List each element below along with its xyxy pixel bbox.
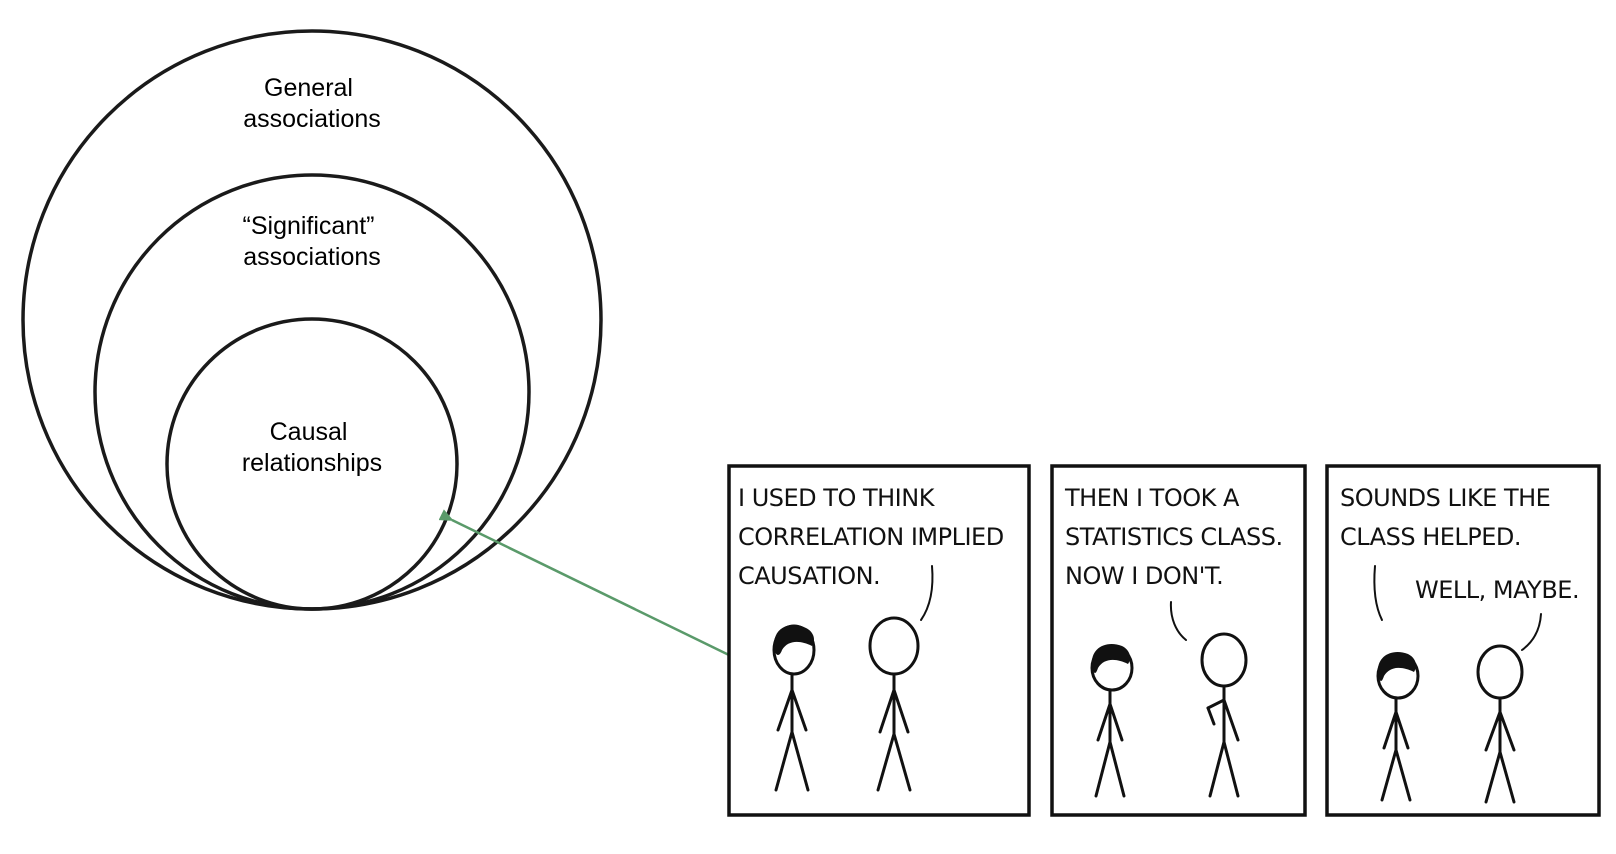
panel-1-woman-figure bbox=[772, 624, 816, 792]
panel-3-woman-figure bbox=[1376, 652, 1420, 802]
connector-arrow bbox=[438, 509, 732, 658]
woman-hair bbox=[1377, 652, 1416, 681]
panel-3-line1: SOUNDS LIKE THE bbox=[1340, 484, 1550, 512]
significant-associations-circle bbox=[93, 173, 531, 611]
panel-2-caption: THEN I TOOK A STATISTICS CLASS. NOW I DO… bbox=[1064, 484, 1290, 590]
significant-associations-label: “Significant” associations bbox=[243, 212, 382, 271]
panel-3-reply: WELL, MAYBE. bbox=[1415, 576, 1579, 604]
panel-3-speech-tail-right bbox=[1521, 613, 1542, 651]
general-label-line1: General bbox=[264, 74, 353, 102]
comic-panel-1: I USED TO THINK CORRELATION IMPLIED CAUS… bbox=[727, 464, 1031, 817]
panel-1-line1: I USED TO THINK bbox=[738, 484, 936, 512]
causal-relationships-circle bbox=[165, 317, 459, 611]
general-associations-label: General associations bbox=[243, 74, 381, 133]
panel-2-line1: THEN I TOOK A bbox=[1064, 484, 1240, 512]
panel-1-line3: CAUSATION. bbox=[738, 562, 880, 590]
panel-1-line2: CORRELATION IMPLIED bbox=[738, 523, 1004, 551]
causal-label-line1: Causal bbox=[270, 418, 348, 446]
significant-label-line2: associations bbox=[243, 243, 381, 271]
causal-relationships-label: Causal relationships bbox=[242, 418, 382, 477]
panel-1-speech-tail bbox=[920, 565, 934, 621]
panel-1-caption: I USED TO THINK CORRELATION IMPLIED CAUS… bbox=[738, 484, 1011, 590]
significant-label-line1: “Significant” bbox=[243, 212, 375, 240]
comic-strip: I USED TO THINK CORRELATION IMPLIED CAUS… bbox=[727, 464, 1601, 817]
panel-3-line2: CLASS HELPED. bbox=[1340, 523, 1521, 551]
panel-2-man-figure bbox=[1200, 632, 1248, 798]
panel-2-line2: STATISTICS CLASS. bbox=[1065, 523, 1283, 551]
woman-hair bbox=[773, 624, 814, 655]
panel-1-man-figure bbox=[868, 616, 920, 792]
panel-2-line3: NOW I DON'T. bbox=[1065, 562, 1223, 590]
panel-2-woman-figure bbox=[1090, 644, 1134, 798]
panel-3-frame bbox=[1325, 464, 1601, 817]
panel-2-speech-tail bbox=[1169, 601, 1187, 641]
venn-diagram: General associations “Significant” assoc… bbox=[21, 29, 603, 611]
comic-panel-2: THEN I TOOK A STATISTICS CLASS. NOW I DO… bbox=[1050, 464, 1307, 817]
panel-3-man-figure bbox=[1476, 644, 1524, 804]
causal-label-line2: relationships bbox=[242, 449, 382, 477]
panel-2-frame bbox=[1050, 464, 1307, 817]
panel-3-caption: SOUNDS LIKE THE CLASS HELPED. bbox=[1340, 484, 1557, 551]
comic-panel-3: SOUNDS LIKE THE CLASS HELPED. WELL, MAYB… bbox=[1325, 464, 1601, 817]
general-label-line2: associations bbox=[243, 105, 381, 133]
panel-3-speech-tail-left bbox=[1373, 565, 1383, 621]
woman-hair bbox=[1091, 644, 1130, 673]
